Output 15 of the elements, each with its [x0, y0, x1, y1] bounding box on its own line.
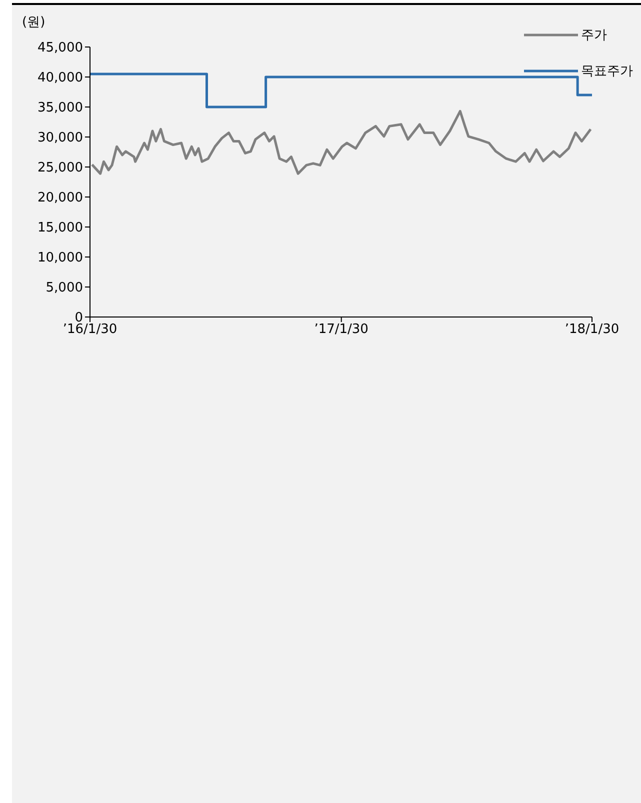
y-tick-label: 45,000 [38, 40, 83, 56]
y-tick-label: 5,000 [46, 280, 83, 296]
y-tick-label: 15,000 [38, 220, 83, 236]
x-tick-label: ’18/1/30 [564, 322, 620, 338]
x-tick-label: ’17/1/30 [314, 322, 368, 338]
y-tick-label: 10,000 [38, 250, 83, 266]
y-axis-title: (원) [22, 14, 46, 31]
y-tick-label: 30,000 [38, 130, 83, 146]
legend-label: 목표주가 [581, 63, 633, 80]
y-tick-label: 40,000 [38, 70, 83, 86]
line-series [90, 110, 592, 175]
y-tick-label: 25,000 [38, 160, 83, 176]
y-tick-label: 35,000 [38, 100, 83, 116]
y-tick-label: 20,000 [38, 190, 83, 206]
legend-label: 주가 [581, 27, 607, 44]
